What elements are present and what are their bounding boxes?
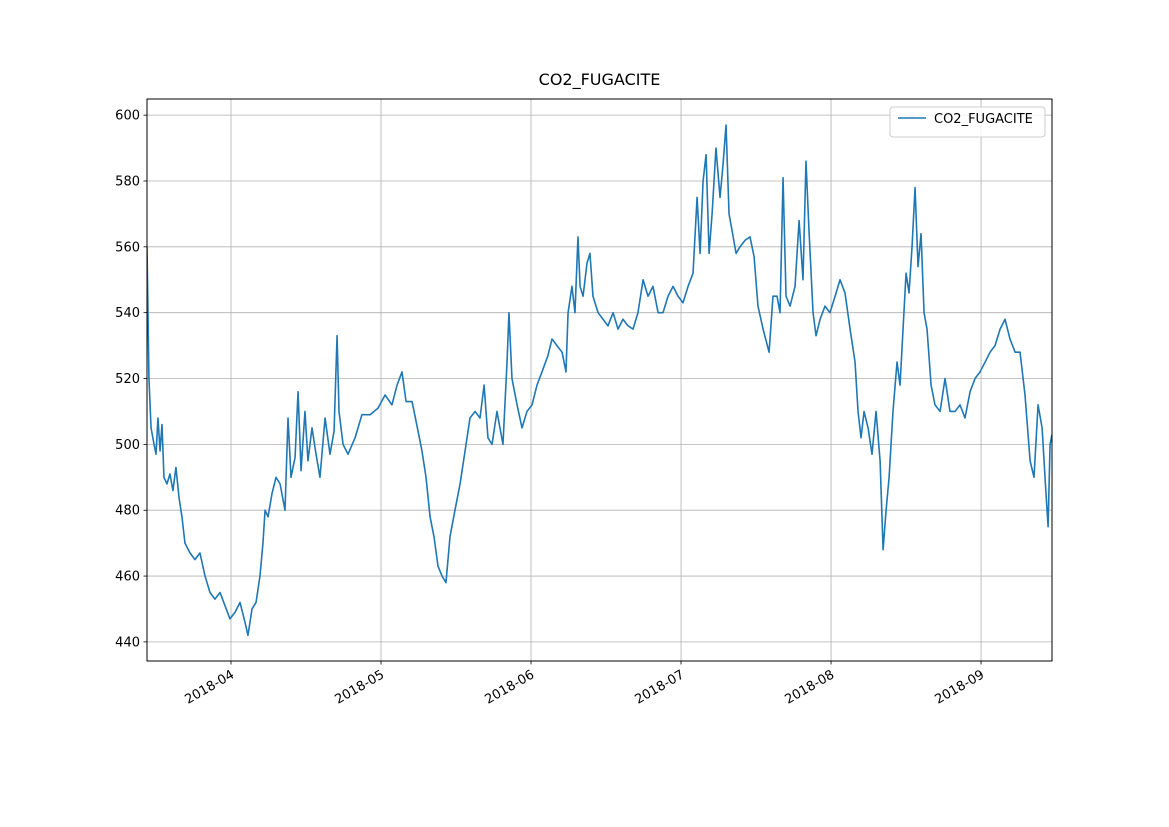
- y-tick-label: 520: [115, 372, 140, 387]
- chart-title: CO2_FUGACITE: [539, 70, 661, 90]
- y-tick-label: 480: [115, 504, 140, 519]
- legend: CO2_FUGACITE: [889, 106, 1046, 138]
- y-tick-label: 500: [115, 438, 140, 453]
- legend-box: [889, 106, 1046, 138]
- data-line: [147, 124, 1052, 637]
- y-tick-label: 600: [115, 109, 140, 124]
- legend-label: CO2_FUGACITE: [934, 112, 1033, 127]
- axes-frame: [146, 98, 1053, 662]
- y-tick-label: 540: [115, 306, 140, 321]
- plot-area: [147, 124, 1052, 637]
- y-tick-label: 440: [115, 635, 140, 650]
- y-tick-label: 560: [115, 240, 140, 255]
- y-tick-label: 580: [115, 174, 140, 189]
- y-tick-label: 460: [115, 570, 140, 585]
- grid: [147, 99, 1052, 661]
